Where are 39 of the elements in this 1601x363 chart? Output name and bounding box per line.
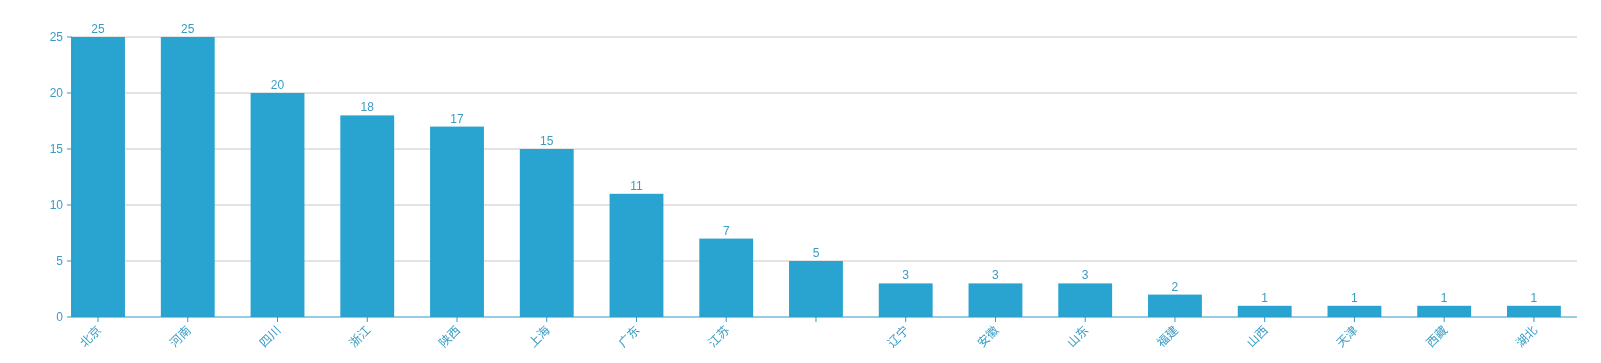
data-label: 1 [1351, 290, 1359, 305]
x-tick-label: 辽宁 [882, 321, 912, 351]
data-label: 1 [1261, 290, 1269, 305]
data-label: 15 [540, 134, 554, 148]
data-label: 5 [812, 246, 820, 260]
data-label: 25 [181, 22, 195, 36]
data-label: 3 [902, 268, 910, 283]
x-tick-label: 北京 [75, 321, 105, 351]
y-tick-label: 25 [49, 30, 64, 44]
y-tick-label: 10 [49, 198, 64, 212]
data-label: 18 [360, 100, 375, 115]
data-label: 17 [450, 111, 464, 126]
x-tick-label: 江苏 [703, 321, 733, 351]
x-tick-label: 安徽 [972, 321, 1002, 351]
y-tick-label: 20 [49, 86, 64, 100]
x-tick-label: 山东 [1062, 321, 1092, 351]
y-tick-label: 0 [56, 310, 64, 324]
data-label: 20 [270, 78, 285, 92]
data-label: 3 [992, 268, 1000, 283]
x-tick-label: 陕西 [434, 321, 464, 351]
data-label: 25 [91, 22, 106, 36]
y-tick-label: 15 [49, 142, 64, 156]
x-tick-label: 天津 [1331, 321, 1361, 351]
x-tick-label: 广东 [613, 321, 643, 351]
x-tick-label: 四川 [254, 321, 284, 351]
data-label: 3 [1081, 268, 1089, 283]
x-tick-label: 湖北 [1511, 321, 1541, 351]
x-tick-label: 浙江 [344, 321, 374, 351]
data-label: 2 [1171, 279, 1179, 294]
data-label: 1 [1440, 290, 1448, 305]
y-tick-label: 5 [56, 254, 64, 268]
x-tick-label: 西藏 [1421, 321, 1451, 351]
x-tick-label: 山西 [1241, 321, 1271, 351]
x-tick-label: 河南 [164, 321, 194, 351]
data-label: 7 [722, 223, 730, 238]
x-tick-label: 上海 [523, 321, 553, 351]
data-label: 11 [630, 178, 644, 193]
x-tick-label: 福建 [1152, 321, 1182, 351]
data-label: 1 [1530, 290, 1538, 305]
